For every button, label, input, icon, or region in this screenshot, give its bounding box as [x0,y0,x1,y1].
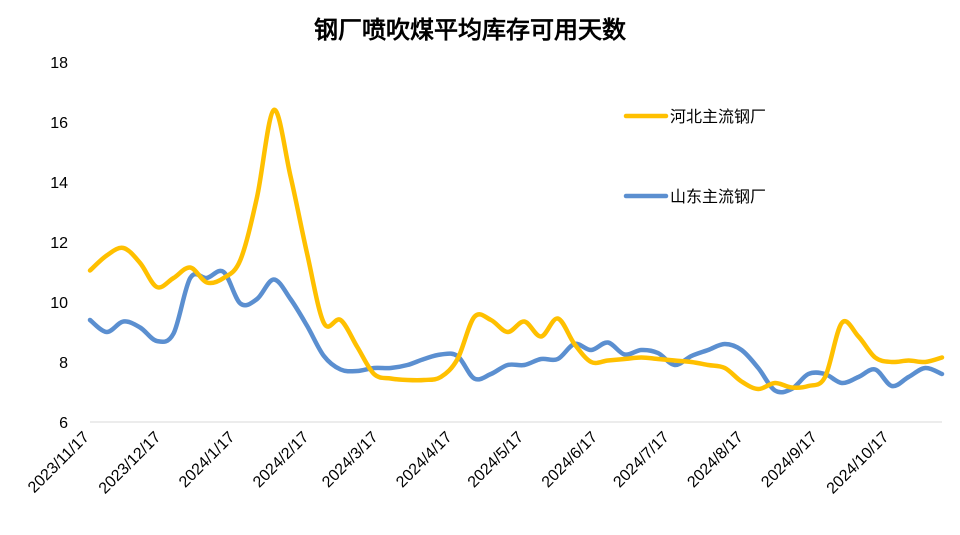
x-tick-label: 2024/3/17 [319,429,381,491]
legend-label-hebei: 河北主流钢厂 [670,107,766,126]
y-tick-label: 10 [50,295,68,312]
x-tick-label: 2024/10/17 [824,429,893,498]
x-tick-label: 2024/8/17 [684,429,746,491]
series-layer [87,107,945,395]
y-tick-label: 18 [50,55,68,72]
x-tick-label: 2024/5/17 [465,429,527,491]
x-tick-label: 2023/12/17 [96,429,165,498]
x-tick-label: 2024/1/17 [176,429,238,491]
series-line-shandong [87,268,945,395]
legend-item-hebei: 河北主流钢厂 [623,107,766,126]
x-tick-label: 2024/9/17 [758,429,820,491]
y-tick-label: 12 [50,235,68,252]
legend-label-shandong: 山东主流钢厂 [670,187,766,206]
x-tick-label: 2024/4/17 [393,429,455,491]
y-axis: 6 8 10 12 14 16 18 [50,55,68,432]
series-line-hebei [87,107,945,392]
x-tick-label: 2024/7/17 [610,429,672,491]
legend: 河北主流钢厂 山东主流钢厂 [623,107,766,206]
x-axis: 2023/11/17 2023/12/17 2024/1/17 2024/2/17 20… [25,421,942,498]
chart-title: 钢厂喷吹煤平均库存可用天数 [314,16,627,44]
x-tick-label: 2024/6/17 [539,429,601,491]
y-tick-label: 8 [59,355,68,372]
y-tick-label: 14 [50,175,68,192]
x-tick-label: 2023/11/17 [25,429,93,497]
y-tick-label: 16 [50,115,68,132]
legend-item-shandong: 山东主流钢厂 [623,187,766,206]
y-tick-label: 6 [59,415,68,432]
x-tick-label: 2024/2/17 [250,429,312,491]
